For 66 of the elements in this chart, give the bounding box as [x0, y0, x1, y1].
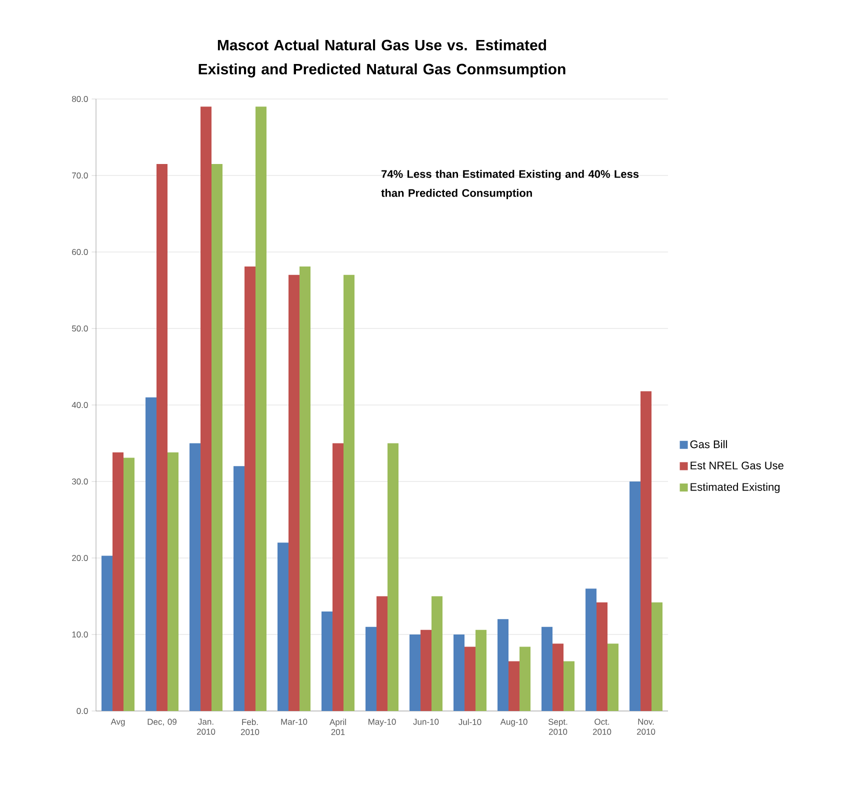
bar — [498, 619, 509, 711]
bar — [596, 602, 608, 711]
x-tick-label: Nov. 2010 — [636, 718, 656, 735]
bar — [190, 443, 201, 711]
y-tick-label: 80.0 — [72, 96, 88, 102]
x-tick-label: Jul-10 — [458, 718, 482, 726]
y-tick-label: 30.0 — [72, 478, 88, 484]
bar — [156, 164, 168, 711]
bar — [652, 602, 662, 711]
x-tick-label: Feb. 2010 — [240, 718, 260, 736]
y-tick-label: 0.0 — [76, 708, 88, 714]
bar — [410, 634, 421, 711]
bar — [200, 106, 212, 711]
bar — [212, 164, 223, 711]
bar — [520, 646, 531, 711]
x-tick-label: Dec, 09 — [148, 718, 176, 726]
x-tick-label: Aug-10 — [500, 718, 528, 726]
bar — [542, 626, 553, 711]
bar — [388, 443, 399, 711]
bar — [508, 661, 520, 711]
bar — [464, 646, 476, 711]
bar — [234, 466, 245, 711]
x-tick-label: Jan. 2010 — [196, 718, 216, 735]
x-tick-label: Oct. 2010 — [592, 718, 612, 735]
bar — [586, 588, 597, 711]
y-tick-label: 20.0 — [72, 554, 88, 561]
legend-label: Estimated Existing — [690, 482, 780, 494]
bar — [102, 556, 113, 711]
y-tick-label: 50.0 — [72, 325, 88, 332]
bar — [564, 661, 575, 711]
bar — [300, 266, 311, 711]
x-tick-label: Avg — [110, 718, 125, 726]
x-tick-label: Jun-10 — [413, 718, 439, 725]
x-tick-label: May-10 — [368, 718, 396, 726]
bar — [608, 644, 619, 711]
bar — [366, 626, 377, 711]
y-tick-label: 60.0 — [72, 248, 88, 255]
bar — [168, 452, 179, 711]
x-tick-label: Sept. 2010 — [548, 718, 568, 735]
legend-label: Est NREL Gas Use — [690, 462, 784, 470]
bar — [322, 612, 333, 711]
bar — [332, 443, 344, 711]
chart-title: Mascot Actual Natural Gas Use vs. Estimated Existing and Predicted Natural Gas Conmsumption — [198, 39, 566, 78]
bar — [288, 274, 300, 711]
bar — [344, 274, 355, 711]
x-tick-label: April 201 — [330, 718, 346, 736]
bar — [552, 644, 564, 711]
bar — [454, 634, 465, 711]
bar — [256, 106, 267, 711]
y-tick-label: 70.0 — [72, 172, 88, 178]
bar — [146, 397, 157, 711]
bar — [640, 391, 652, 711]
y-tick-label: 10.0 — [72, 631, 88, 638]
bar — [278, 542, 289, 711]
bar — [432, 596, 443, 711]
bar — [124, 458, 135, 711]
y-tick-label: 40.0 — [72, 402, 88, 408]
legend-label: Gas Bill — [690, 440, 727, 448]
bar — [420, 630, 432, 711]
bar — [376, 596, 388, 711]
bar — [244, 266, 256, 711]
bar — [630, 481, 641, 711]
annotation: 74% Less than Estimated Existing and 40% Less than Predicted Consumption — [381, 170, 639, 200]
bar — [476, 630, 487, 711]
bar — [112, 452, 124, 711]
x-tick-label: Mar-10 — [281, 718, 308, 725]
